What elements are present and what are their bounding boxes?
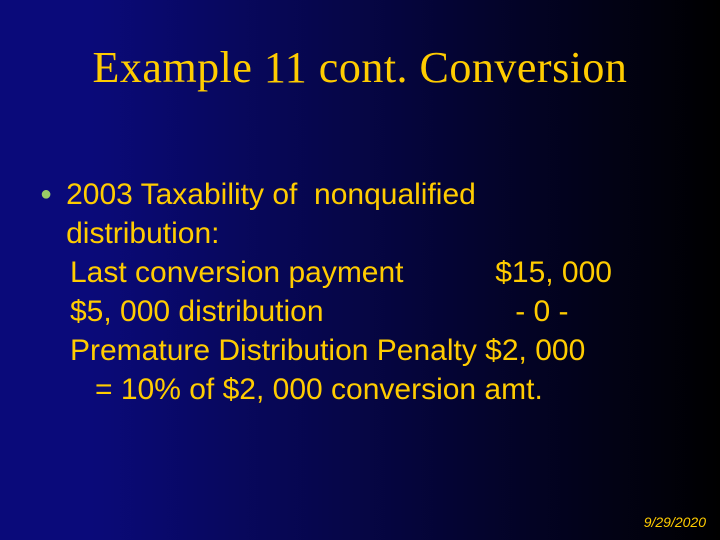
body-line: $5, 000 distribution - 0 - [70,292,660,331]
bullet-text: 2003 Taxability of nonqualified distribu… [66,175,476,253]
body-line: Premature Distribution Penalty $2, 000 [70,331,660,370]
bullet-line: 2003 Taxability of nonqualified [66,175,476,214]
slide: Example 11 cont. Conversion ● 2003 Taxab… [0,0,720,540]
slide-body: ● 2003 Taxability of nonqualified distri… [70,175,660,409]
bullet-line: distribution: [66,214,476,253]
bullet-item: ● 2003 Taxability of nonqualified distri… [70,175,660,253]
slide-title: Example 11 cont. Conversion [0,42,720,93]
body-line: = 10% of $2, 000 conversion amt. [70,370,660,409]
bullet-dot-icon: ● [40,175,52,213]
footer-date: 9/29/2020 [644,514,706,530]
body-line: Last conversion payment $15, 000 [70,253,660,292]
